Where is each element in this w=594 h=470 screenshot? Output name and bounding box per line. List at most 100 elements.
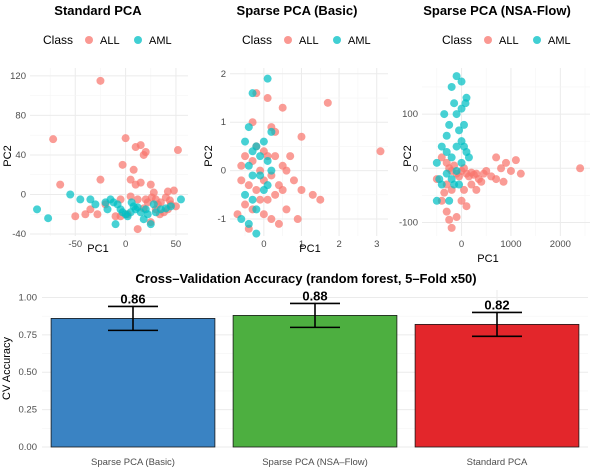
point-all — [244, 181, 253, 190]
x-tick-label: 2000 — [550, 239, 571, 250]
point-aml — [455, 180, 464, 189]
point-all — [442, 207, 451, 216]
x-axis-label: PC1 — [299, 243, 320, 255]
legend: Class ALL AML — [442, 33, 571, 47]
point-all — [447, 223, 456, 232]
y-tick-label: 120 — [10, 71, 26, 82]
point-all — [308, 190, 317, 199]
point-all — [252, 186, 261, 195]
point-all — [241, 152, 250, 161]
point-all — [86, 205, 95, 214]
point-aml — [457, 77, 466, 86]
point-aml — [457, 158, 466, 167]
point-all — [237, 176, 246, 185]
x-tick-label: 1000 — [500, 239, 521, 250]
legend-label-all: ALL — [499, 35, 519, 47]
series-aml — [432, 72, 473, 205]
legend: Class ALL AML — [43, 33, 172, 47]
point-aml — [146, 220, 155, 229]
point-aml — [252, 229, 261, 238]
point-all — [462, 202, 471, 211]
point-aml — [445, 196, 454, 205]
point-all — [502, 158, 510, 167]
point-aml — [252, 205, 261, 214]
x-axis-label: PC1 — [477, 253, 498, 265]
y-tick-label: 80 — [15, 110, 26, 121]
point-all — [81, 210, 90, 219]
y-tick-label: 40 — [15, 150, 26, 161]
point-all — [323, 98, 332, 107]
y-tick-label: 0 — [221, 166, 226, 177]
point-aml — [33, 205, 42, 214]
bar-3 — [414, 323, 580, 448]
y-tick-label: 0 — [413, 163, 418, 174]
x-tick-label: 0 — [459, 239, 464, 250]
error-bar-1 — [108, 305, 158, 332]
point-aml — [259, 137, 268, 146]
point-aml — [248, 195, 257, 204]
panel-title: Sparse PCA (NSA-Flow) — [423, 3, 571, 18]
point-all — [297, 186, 306, 195]
legend-label-all: ALL — [100, 35, 120, 47]
point-aml — [252, 142, 261, 151]
point-all — [121, 134, 130, 143]
point-all — [96, 175, 105, 184]
point-all — [267, 215, 276, 224]
point-all — [437, 153, 446, 162]
y-tick-label: 0.00 — [19, 442, 38, 453]
point-all — [71, 212, 80, 221]
point-all — [49, 135, 58, 144]
point-aml — [437, 180, 446, 189]
legend-title: Class — [43, 33, 73, 47]
point-aml — [464, 153, 473, 162]
x-tick-label: 1 — [299, 239, 304, 250]
point-all — [282, 166, 291, 175]
point-all — [133, 225, 142, 234]
point-aml — [103, 205, 112, 214]
point-all — [445, 215, 454, 224]
point-all — [118, 160, 127, 169]
point-aml — [149, 200, 158, 209]
x-tick-label: 0 — [261, 239, 266, 250]
point-all — [165, 196, 174, 205]
point-all — [497, 164, 506, 173]
point-all — [457, 196, 466, 205]
legend-label-aml: AML — [149, 35, 172, 47]
point-all — [96, 76, 105, 85]
legend-label-all: ALL — [299, 35, 319, 47]
panel-title: Standard PCA — [54, 3, 142, 18]
point-aml — [139, 215, 148, 224]
y-axis-label: PC2 — [203, 145, 215, 166]
x-tick-label: 50 — [171, 239, 182, 250]
y-tick-label: 0.50 — [19, 367, 38, 378]
point-aml — [111, 220, 120, 229]
error-bar-3 — [472, 311, 522, 338]
point-all — [163, 187, 172, 196]
point-aml — [447, 82, 456, 91]
point-all — [141, 195, 150, 204]
bar-value-label: 0.88 — [302, 288, 327, 303]
point-aml — [442, 148, 451, 156]
point-all — [479, 169, 488, 178]
point-all — [316, 195, 325, 204]
point-all — [169, 186, 178, 195]
point-aml — [237, 215, 246, 224]
y-tick-label: -1 — [218, 214, 226, 225]
point-aml — [44, 214, 53, 223]
point-all — [237, 161, 246, 170]
y-tick-label: 0.25 — [19, 405, 38, 416]
point-aml — [241, 137, 250, 146]
point-all — [133, 195, 142, 204]
point-all — [241, 200, 250, 209]
error-bar-2 — [290, 302, 340, 329]
legend-key-all — [284, 36, 292, 44]
bar-value-label: 0.86 — [120, 291, 145, 306]
point-aml — [259, 186, 268, 195]
legend-key-aml — [333, 36, 341, 44]
point-all — [516, 169, 525, 178]
point-all — [271, 152, 280, 161]
point-all — [274, 219, 283, 228]
point-aml — [440, 110, 449, 119]
point-aml — [256, 152, 265, 161]
